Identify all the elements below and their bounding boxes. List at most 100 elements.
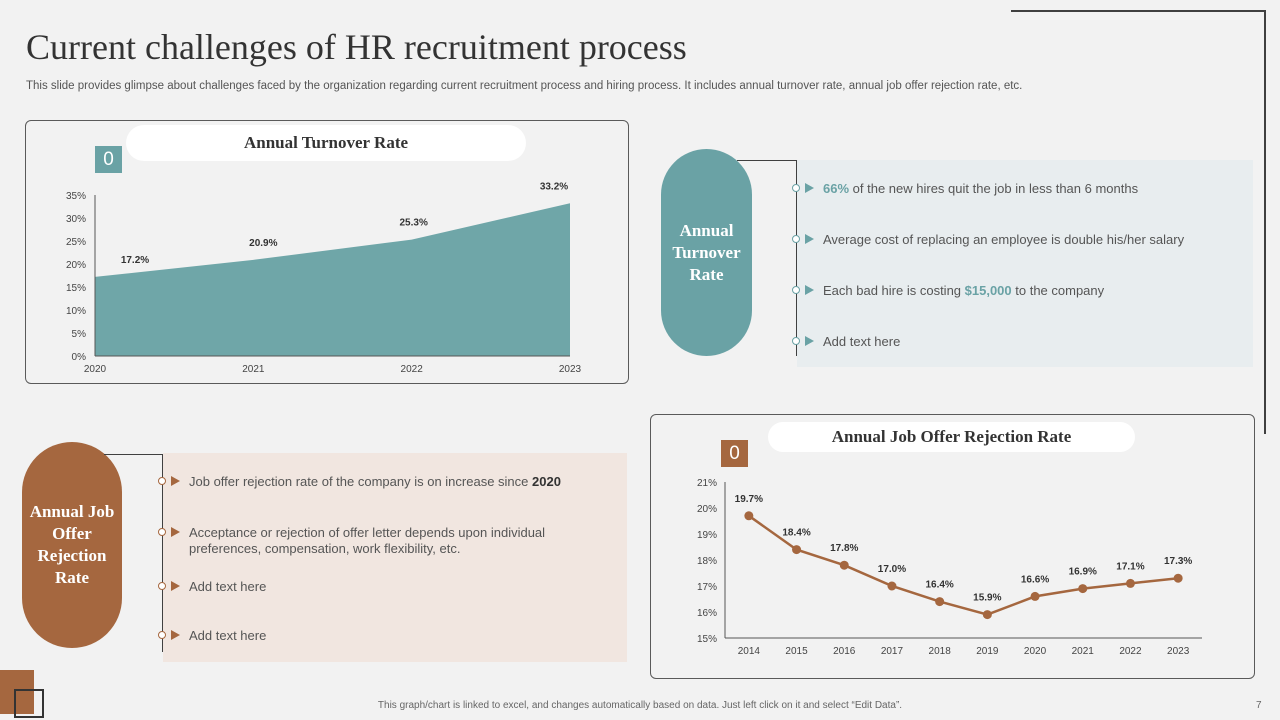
x-tick-label: 2020 <box>1024 646 1047 657</box>
bullet-node-icon <box>158 477 166 485</box>
x-tick-label: 2022 <box>1119 646 1142 657</box>
bullet-text: Add text here <box>189 579 267 594</box>
turnover-bullet-3: Each bad hire is costing $15,000 to the … <box>823 283 1243 299</box>
x-tick-label: 2015 <box>785 646 808 657</box>
bullet-text: of the new hires quit the job in less th… <box>849 181 1139 196</box>
bullet-node-icon <box>158 528 166 536</box>
y-tick-label: 19% <box>697 530 717 541</box>
turnover-bullet-1: 66% of the new hires quit the job in les… <box>823 181 1243 197</box>
bullet-node-icon <box>158 582 166 590</box>
bullet-arrow-icon <box>805 183 814 193</box>
y-tick-label: 16% <box>697 608 717 619</box>
data-point <box>1030 591 1040 601</box>
footer-note: This graph/chart is linked to excel, and… <box>377 700 903 711</box>
data-label: 17.0% <box>878 564 906 575</box>
bullet-text: Average cost of replacing an employee is… <box>823 232 1185 247</box>
data-label: 17.3% <box>1164 556 1192 567</box>
x-tick-label: 2023 <box>1167 646 1190 657</box>
rejection-chart-panel[interactable] <box>650 414 1255 679</box>
rejection-chart-title: Annual Job Offer Rejection Rate <box>768 422 1135 452</box>
bullet-arrow-icon <box>805 234 814 244</box>
bullet-highlight: 66% <box>823 181 850 196</box>
page-title: Current challenges of HR recruitment pro… <box>26 27 687 67</box>
rejection-oval: Annual Job Offer Rejection Rate <box>22 442 122 648</box>
turnover-badge: 0 <box>95 146 122 173</box>
data-label: 17.8% <box>830 543 858 554</box>
turnover-connector-h <box>737 160 797 161</box>
corner-line-horizontal <box>1011 10 1266 12</box>
x-tick-label: 2021 <box>1072 646 1095 657</box>
y-tick-label: 17% <box>697 582 717 593</box>
bullet-arrow-icon <box>171 581 180 591</box>
data-point <box>887 581 897 591</box>
data-label: 18.4% <box>782 528 810 539</box>
turnover-oval: Annual Turnover Rate <box>661 149 752 356</box>
bullet-arrow-icon <box>805 285 814 295</box>
data-label: 16.4% <box>925 580 953 591</box>
turnover-area-chart[interactable]: 0% 5% 10% 15% 20% 25% 30% 35% 2020 2021 2022 2023 17… <box>55 178 615 378</box>
data-point <box>744 511 754 521</box>
rejection-bullet-3: Add text here <box>189 579 569 595</box>
corner-square-outline <box>14 689 44 718</box>
data-label: 17.2% <box>121 255 149 266</box>
bullet-bold: 2020 <box>532 474 561 489</box>
y-tick-label: 25% <box>66 237 86 248</box>
bullet-node-icon <box>792 184 800 192</box>
bullet-node-icon <box>792 286 800 294</box>
y-tick-label: 30% <box>66 214 86 225</box>
bullet-arrow-icon <box>805 336 814 346</box>
x-tick-label: 2016 <box>833 646 856 657</box>
bullet-node-icon <box>792 337 800 345</box>
bullet-text: Add text here <box>189 628 267 643</box>
rejection-bullet-1: Job offer rejection rate of the company … <box>189 474 569 490</box>
y-tick-label: 18% <box>697 556 717 567</box>
turnover-area <box>95 203 570 356</box>
y-tick-label: 20% <box>66 260 86 271</box>
y-tick-label: 15% <box>66 283 86 294</box>
data-point <box>982 610 992 620</box>
bullet-arrow-icon <box>171 527 180 537</box>
bullet-text-after: to the company <box>1011 283 1105 298</box>
x-tick-label: 2019 <box>976 646 999 657</box>
turnover-bullet-box <box>797 160 1253 367</box>
y-tick-label: 35% <box>66 191 86 202</box>
bullet-text: Job offer rejection rate of the company … <box>189 474 533 489</box>
rejection-badge: 0 <box>721 440 748 467</box>
bullet-text: Acceptance or rejection of offer letter … <box>189 525 546 556</box>
page-number: 7 <box>1256 700 1262 711</box>
x-tick-label: 2022 <box>401 364 424 375</box>
y-tick-label: 21% <box>697 478 717 489</box>
rejection-bullet-box <box>163 453 627 662</box>
turnover-bullet-4: Add text here <box>823 334 1243 350</box>
rejection-connector-h <box>104 454 163 455</box>
y-tick-label: 20% <box>697 504 717 515</box>
bullet-node-icon <box>158 631 166 639</box>
y-tick-label: 5% <box>72 329 87 340</box>
x-tick-label: 2018 <box>929 646 952 657</box>
rejection-connector-v <box>162 454 163 652</box>
x-tick-label: 2017 <box>881 646 904 657</box>
bullet-node-icon <box>792 235 800 243</box>
bullet-text: Each bad hire is costing <box>823 283 965 298</box>
data-point <box>1173 573 1183 583</box>
data-point <box>1125 578 1135 588</box>
data-label: 16.9% <box>1069 567 1097 578</box>
corner-square-filled <box>0 670 34 714</box>
turnover-chart-title: Annual Turnover Rate <box>126 125 526 161</box>
rejection-line-chart[interactable]: 15% 16% 17% 18% 19% 20% 21% 19.7% 18.4% 17.8% 17.0… <box>680 470 1240 670</box>
x-tick-label: 2021 <box>242 364 265 375</box>
page-subtitle: This slide provides glimpse about challe… <box>26 80 1023 92</box>
y-tick-label: 0% <box>72 352 87 363</box>
data-label: 25.3% <box>399 218 427 229</box>
turnover-bullet-2: Average cost of replacing an employee is… <box>823 232 1243 248</box>
bullet-arrow-icon <box>171 630 180 640</box>
corner-line-vertical <box>1264 10 1266 434</box>
rejection-bullet-2: Acceptance or rejection of offer letter … <box>189 525 569 557</box>
bullet-text: Add text here <box>823 334 901 349</box>
rejection-line <box>748 514 1179 616</box>
x-tick-label: 2020 <box>84 364 107 375</box>
data-label: 16.6% <box>1021 574 1049 585</box>
bullet-arrow-icon <box>171 476 180 486</box>
data-label: 17.1% <box>1116 561 1144 572</box>
rejection-bullet-4: Add text here <box>189 628 569 644</box>
